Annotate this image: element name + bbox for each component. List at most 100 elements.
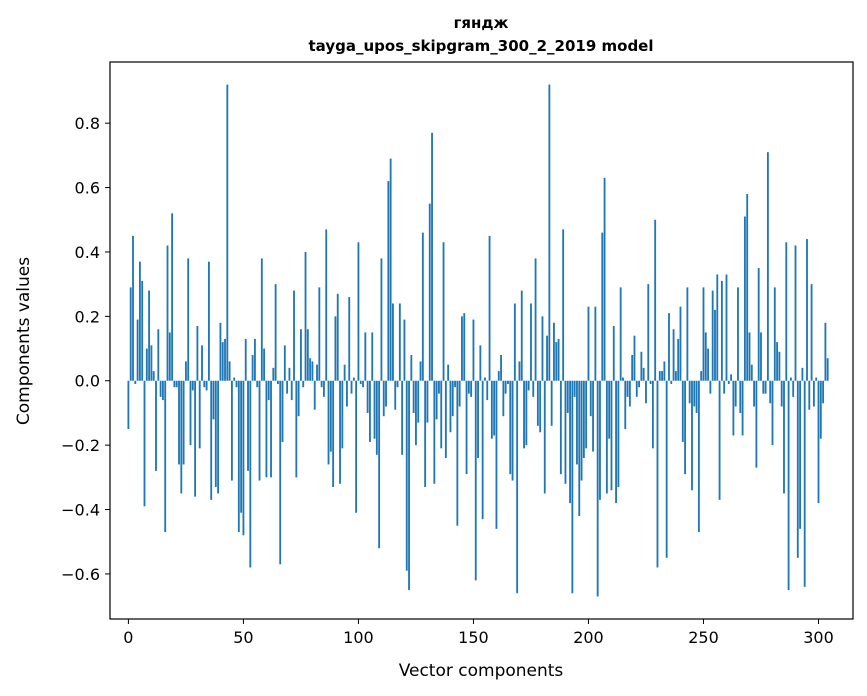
x-axis-ticks: 0 50 100 150 200 250 300 <box>123 619 834 647</box>
bar <box>456 380 459 526</box>
bar <box>566 380 569 413</box>
bar <box>412 380 415 413</box>
bar <box>260 258 263 381</box>
bar <box>444 380 447 459</box>
y-tick-label: −0.2 <box>61 436 100 455</box>
bar <box>132 235 134 381</box>
bar <box>502 380 505 417</box>
bar <box>138 261 141 381</box>
bar <box>817 380 820 504</box>
y-tick-label: −0.6 <box>61 565 100 584</box>
bar <box>716 274 719 381</box>
bar <box>171 213 174 381</box>
bar <box>424 380 427 487</box>
bar <box>274 284 277 381</box>
bar <box>550 380 553 426</box>
bar <box>421 232 424 381</box>
bar <box>244 338 247 381</box>
bar <box>201 345 203 381</box>
bar <box>467 380 470 394</box>
bar <box>327 380 330 465</box>
bar <box>235 380 238 388</box>
bar <box>684 380 686 475</box>
bar <box>168 332 171 381</box>
bar <box>249 380 252 568</box>
bar <box>486 380 489 401</box>
bar <box>355 380 358 513</box>
y-tick-label: −0.4 <box>61 501 100 520</box>
bar <box>184 361 187 381</box>
bar <box>357 242 360 381</box>
bar <box>647 284 650 381</box>
bar <box>564 380 567 484</box>
bar <box>691 380 693 491</box>
bar <box>783 380 785 494</box>
bar <box>300 329 302 381</box>
bar <box>645 380 647 404</box>
bar <box>608 380 611 439</box>
bar <box>553 322 555 381</box>
bar <box>191 380 194 391</box>
bar <box>336 293 339 381</box>
bar <box>454 380 456 388</box>
bar <box>555 342 558 381</box>
bar <box>670 380 673 384</box>
bar <box>569 380 571 504</box>
bar <box>628 380 631 407</box>
bar <box>449 380 452 433</box>
bar <box>214 380 217 487</box>
x-tick-label: 150 <box>458 628 489 647</box>
bar <box>371 332 374 381</box>
bar <box>210 380 213 500</box>
bar <box>288 367 291 381</box>
bar <box>808 380 811 410</box>
bar <box>359 380 362 384</box>
bar <box>760 332 762 381</box>
bar <box>375 380 378 455</box>
y-axis-ticks: −0.6 −0.4 −0.2 0.0 0.2 0.4 0.6 0.8 <box>61 114 110 584</box>
bar <box>251 354 254 381</box>
bar <box>194 380 197 497</box>
y-axis-label: Components values <box>14 257 34 425</box>
bar <box>750 364 753 381</box>
bar <box>341 380 344 449</box>
bar <box>205 380 208 391</box>
bar <box>739 380 742 413</box>
bar <box>203 380 206 388</box>
bar <box>382 380 385 417</box>
bar <box>518 361 521 381</box>
bar <box>746 194 749 381</box>
bar <box>513 303 516 381</box>
bar <box>704 332 707 381</box>
bar <box>129 287 132 381</box>
bar <box>447 364 450 381</box>
bar <box>240 380 243 513</box>
bar <box>824 322 827 381</box>
bar <box>785 242 788 381</box>
bar <box>339 380 341 484</box>
bar <box>718 380 721 500</box>
bar <box>270 380 272 478</box>
bar <box>743 216 746 381</box>
bar <box>626 380 629 397</box>
bar <box>688 380 691 404</box>
chart-title: гяндж <box>454 14 509 32</box>
bar <box>741 380 744 436</box>
bar <box>440 380 443 449</box>
bar <box>651 380 654 449</box>
bar <box>727 380 730 384</box>
bar <box>527 380 530 391</box>
bar <box>497 371 500 381</box>
bar <box>571 380 574 594</box>
bar <box>226 84 229 381</box>
y-tick-label: 0.6 <box>75 179 100 198</box>
bar <box>426 380 429 423</box>
bar <box>295 380 298 478</box>
bar <box>792 380 795 397</box>
bar <box>810 284 813 381</box>
bar <box>619 287 622 381</box>
bar <box>541 316 544 381</box>
bar <box>709 380 712 394</box>
bar <box>507 380 509 384</box>
